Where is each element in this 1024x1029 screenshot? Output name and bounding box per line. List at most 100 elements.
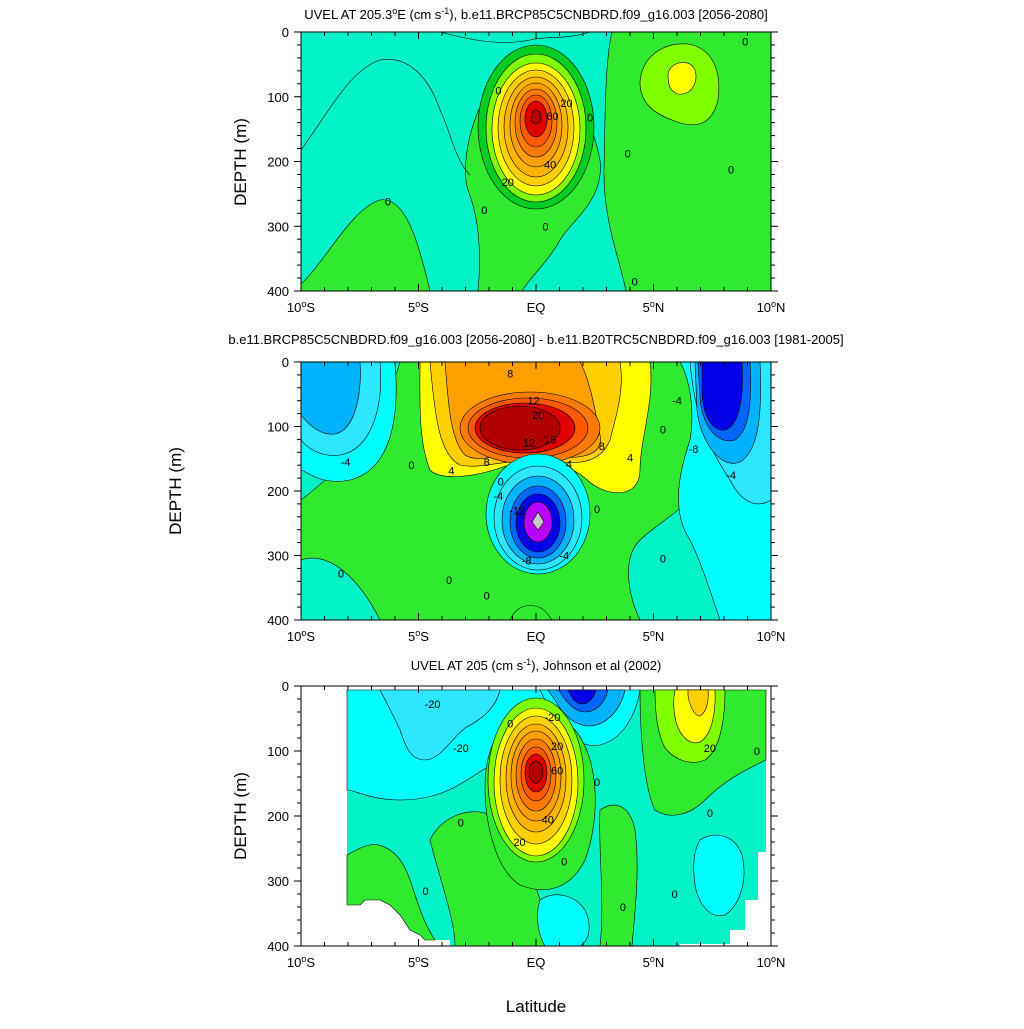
y-tick-label: 300 [267, 219, 289, 234]
contour-label: 0 [672, 889, 678, 901]
contour-label: 20 [704, 743, 716, 755]
contour-label: -20 [544, 712, 560, 724]
contour-label: 0 [587, 112, 593, 124]
x-tick-label: 5oN [643, 299, 665, 315]
panel-3-x-axis: 10oS 5oS EQ 5oN 10oN [287, 686, 786, 970]
contour-label: 8 [507, 369, 513, 381]
panel-1-title: UVEL AT 205.3oE (cm s-1), b.e11.BRCP85C5… [304, 6, 767, 22]
x-tick-label: 10oN [757, 299, 786, 315]
panel-1-uvel-rcp85: UVEL AT 205.3oE (cm s-1), b.e11.BRCP85C5… [231, 6, 785, 315]
y-tick-label: 100 [267, 90, 289, 105]
contour-label: -20 [425, 699, 441, 711]
panel-3-y-axis-title: DEPTH (m) [231, 772, 250, 860]
contour-label: 12 [523, 438, 535, 450]
contour-label: 0 [507, 719, 513, 731]
contour-label: -12 [509, 505, 525, 517]
contour-label: 20 [502, 177, 514, 189]
panel-2-y-axis-title: DEPTH (m) [166, 447, 185, 535]
x-tick-label: EQ [527, 300, 546, 315]
panel-2-contour-field [301, 362, 771, 620]
panel-2-difference: b.e11.BRCP85C5CNBDRD.f09_g16.003 [2056-2… [166, 332, 844, 644]
contour-label: 0 [707, 808, 713, 820]
panel-1-x-axis: 10oS 5oS EQ 5oN 10oN [287, 32, 786, 315]
contour-label: 20 [560, 98, 572, 110]
x-tick-label: 5oN [643, 628, 665, 644]
contour-label: -8 [689, 444, 699, 456]
contour-label: 0 [561, 857, 567, 869]
contour-label: 0 [542, 221, 548, 233]
contour-label: 60 [546, 111, 558, 123]
contour-label: 0 [481, 205, 487, 217]
y-tick-label: 200 [267, 155, 289, 170]
contour-label: 0 [408, 460, 414, 472]
x-tick-label: 10oS [287, 299, 315, 315]
contour-label: 0 [594, 504, 600, 516]
contour-label: 0 [754, 746, 760, 758]
panel-1-y-axis-title: DEPTH (m) [231, 118, 250, 206]
x-tick-label: 5oS [408, 628, 429, 644]
contour-label: 60 [551, 766, 563, 778]
contour-label: 8 [599, 441, 605, 453]
contour-label: 4 [566, 459, 572, 471]
panel-3-contour-labels: -20 -20 0 -20 20 60 40 20 0 0 0 0 20 0 0 0 0 [422, 699, 759, 914]
contour-label: 0 [660, 425, 666, 437]
x-tick-label: 5oS [408, 954, 429, 970]
x-tick-label: EQ [527, 955, 546, 970]
contour-label: -4 [341, 457, 351, 469]
contour-label: 0 [594, 777, 600, 789]
x-tick-label: 10oS [287, 628, 315, 644]
y-tick-label: 0 [282, 679, 289, 694]
x-tick-label: 5oN [643, 954, 665, 970]
panel-3-contour-field [301, 686, 771, 946]
contour-label: 8 [484, 457, 490, 469]
contour-label: 16 [544, 434, 556, 446]
contour-label: 20 [551, 741, 563, 753]
x-tick-label: EQ [527, 629, 546, 644]
contour-label: 0 [660, 554, 666, 566]
y-tick-label: 0 [282, 355, 289, 370]
y-tick-label: 400 [267, 284, 289, 299]
x-tick-label: 10oN [757, 954, 786, 970]
panel-2-title: b.e11.BRCP85C5CNBDRD.f09_g16.003 [2056-2… [228, 332, 843, 347]
contour-label: 0 [422, 886, 428, 898]
panel-3-title: UVEL AT 205 (cm s-1), Johnson et al (200… [411, 657, 662, 673]
contour-label: -4 [672, 396, 682, 408]
y-tick-label: 300 [267, 874, 289, 889]
contour-label: 0 [625, 149, 631, 161]
contour-label: -4 [726, 470, 736, 482]
contour-label: -8 [522, 556, 532, 568]
panel-1-contour-field [301, 32, 771, 291]
contour-label: 0 [338, 569, 344, 581]
contour-label: 0 [742, 37, 748, 49]
contour-label: 0 [458, 818, 464, 830]
contour-label: 0 [385, 197, 391, 209]
contour-label: -4 [494, 491, 504, 503]
y-tick-label: 400 [267, 939, 289, 954]
x-axis-title: Latitude [506, 997, 567, 1016]
y-tick-label: 0 [282, 25, 289, 40]
x-tick-label: 10oN [757, 628, 786, 644]
contour-label: 0 [498, 476, 504, 488]
panel-3-observations: UVEL AT 205 (cm s-1), Johnson et al (200… [231, 657, 785, 970]
contour-label: 20 [532, 410, 544, 422]
contour-label: 0 [446, 575, 452, 587]
contour-label: 0 [495, 85, 501, 97]
contour-label: 40 [544, 160, 556, 172]
contour-label: -4 [559, 551, 569, 563]
y-tick-label: 400 [267, 613, 289, 628]
contour-label: -20 [453, 743, 469, 755]
y-tick-label: 100 [267, 420, 289, 435]
contour-label: 0 [620, 902, 626, 914]
contour-label: 0 [484, 590, 490, 602]
x-tick-label: 10oS [287, 954, 315, 970]
panel-2-x-axis: 10oS 5oS EQ 5oN 10oN [287, 362, 786, 644]
contour-label: 4 [448, 465, 454, 477]
contour-label: 20 [513, 837, 525, 849]
y-tick-label: 200 [267, 484, 289, 499]
contour-label: 12 [528, 396, 540, 408]
